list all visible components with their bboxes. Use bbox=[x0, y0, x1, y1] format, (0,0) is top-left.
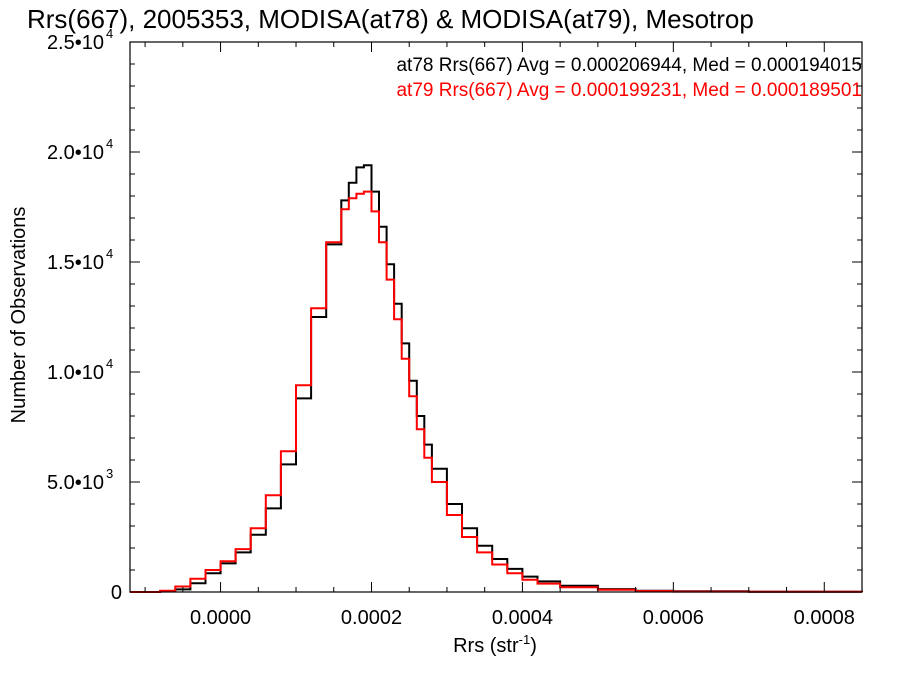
y-tick-label-exponent: 4 bbox=[106, 356, 113, 371]
x-axis-label-exponent: -1 bbox=[519, 632, 531, 647]
y-tick-label: 1.5•10 bbox=[47, 252, 104, 274]
series-line-0 bbox=[130, 164, 863, 593]
legend-entry-at79: at79 Rrs(667) Avg = 0.000199231, Med = 0… bbox=[396, 80, 862, 101]
y-tick-label: 5.0•10 bbox=[47, 472, 104, 494]
y-tick-label: 0 bbox=[111, 582, 122, 604]
x-tick-label: 0.0000 bbox=[190, 607, 251, 629]
chart-title: Rrs(667), 2005353, MODISA(at78) & MODISA… bbox=[27, 4, 754, 34]
y-tick-label-exponent: 3 bbox=[106, 466, 113, 481]
plot-frame bbox=[129, 41, 863, 593]
x-axis-label-main: Rrs (str bbox=[453, 635, 519, 657]
series-layer bbox=[130, 164, 863, 593]
y-tick-label: 2.5•10 bbox=[47, 32, 104, 54]
x-tick-label: 0.0002 bbox=[341, 607, 402, 629]
x-axis-label: Rrs (str-1) bbox=[453, 632, 537, 657]
series-line-1 bbox=[130, 190, 863, 593]
x-tick-label: 0.0006 bbox=[643, 607, 704, 629]
y-tick-label-exponent: 4 bbox=[106, 26, 113, 41]
x-axis-label-tail: ) bbox=[530, 635, 537, 657]
legend: at78 Rrs(667) Avg = 0.000206944, Med = 0… bbox=[396, 55, 862, 101]
x-axis: 0.0000 0.0002 0.0004 0.0006 0.0008 bbox=[144, 42, 855, 629]
y-tick-label: 1.0•10 bbox=[47, 362, 104, 384]
y-axis: 05.0•10 31.0•10 41.5•10 42.0•10 42.5•10 4 bbox=[47, 26, 862, 604]
y-tick-label-exponent: 4 bbox=[106, 246, 113, 261]
y-tick-label-exponent: 4 bbox=[106, 136, 113, 151]
y-tick-label: 2.0•10 bbox=[47, 142, 104, 164]
legend-entry-at78: at78 Rrs(667) Avg = 0.000206944, Med = 0… bbox=[396, 55, 862, 76]
x-tick-label: 0.0008 bbox=[794, 607, 855, 629]
y-axis-label: Number of Observations bbox=[8, 207, 30, 424]
x-tick-label: 0.0004 bbox=[492, 607, 553, 629]
